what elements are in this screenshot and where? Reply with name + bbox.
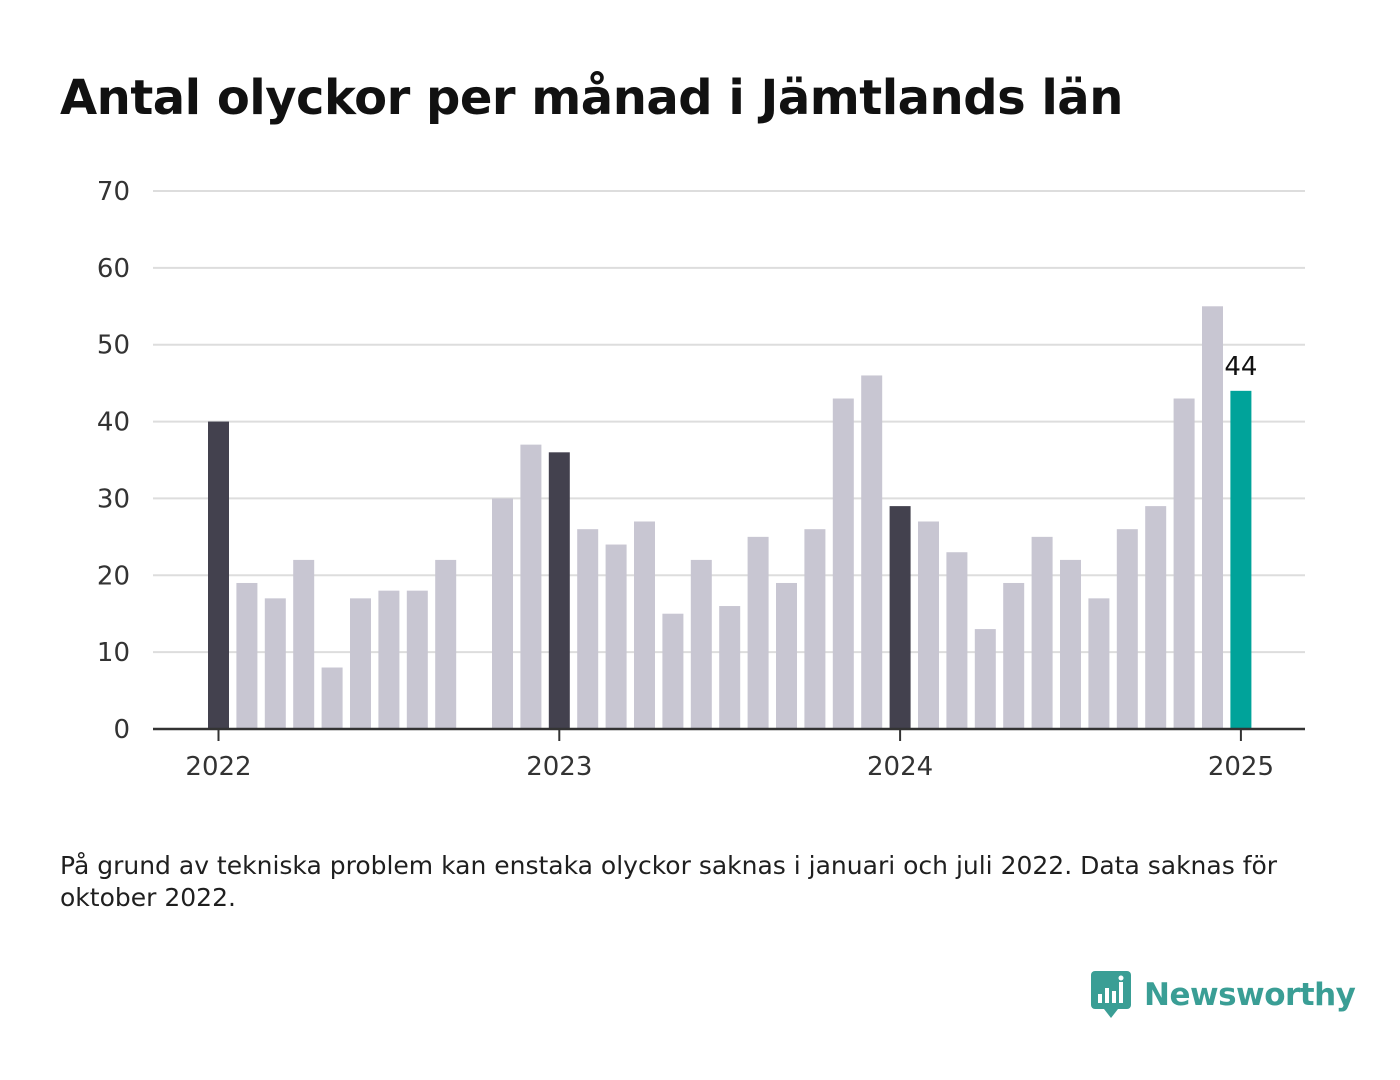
y-tick-label: 50 [97,331,130,361]
bar [719,606,741,729]
bar [690,559,712,729]
bar [804,529,826,729]
data-labels: 44 [1222,349,1260,384]
y-tick-label: 20 [97,561,130,591]
bar-chart: 0 10 20 30 40 50 60 70 2022 2023 2024 2025 44 [97,177,1305,782]
bar [264,598,286,729]
bar [1116,529,1138,729]
x-tick-label: 2025 [1208,752,1274,782]
bar [1003,582,1025,729]
bar [974,629,996,729]
bar [492,498,513,729]
y-tick-label: 10 [97,638,130,668]
footnote: På grund av tekniska problem kan enstaka… [60,851,1278,912]
chart-title: Antal olyckor per månad i Jämtlands län [60,70,1123,126]
bar [577,529,599,729]
bar [747,536,769,729]
bar [1031,536,1053,729]
y-tick-label: 30 [97,484,130,514]
bar [861,375,883,729]
bar [548,452,570,729]
y-tick-label: 0 [113,715,130,745]
y-axis-ticks: 0 10 20 30 40 50 60 70 [97,177,130,745]
x-tick-label: 2022 [185,752,251,782]
bar [1202,306,1223,729]
bar [634,521,655,729]
x-axis-ticks: 2022 2023 2024 2025 [185,729,1274,782]
bar [832,398,854,729]
bar [520,444,542,729]
highlight-value-label: 44 [1224,352,1257,382]
y-tick-label: 60 [97,254,130,284]
grid-lines [153,190,1305,654]
bar [662,613,684,729]
bar [350,598,371,729]
y-tick-label: 40 [97,408,130,438]
bar [946,552,968,729]
y-tick-label: 70 [97,177,130,207]
bar [605,544,627,729]
bar [293,559,315,729]
bar [889,506,911,729]
bar [435,559,457,729]
bar [1060,559,1081,729]
bar [1088,598,1110,729]
x-tick-label: 2023 [526,752,592,782]
bar [208,421,229,729]
bar [321,667,343,729]
bar [406,590,428,729]
newsworthy-logo-icon [1091,971,1131,1018]
bar [1230,390,1252,729]
bar [1173,398,1195,729]
brand-name: Newsworthy [1144,977,1356,1013]
bar [1145,506,1167,729]
bar [918,521,939,729]
bar [236,582,258,729]
x-tick-label: 2024 [867,752,933,782]
bar [776,582,797,729]
newsworthy-brand: Newsworthy [1090,970,1356,1020]
bars [208,306,1252,729]
bar [378,590,400,729]
